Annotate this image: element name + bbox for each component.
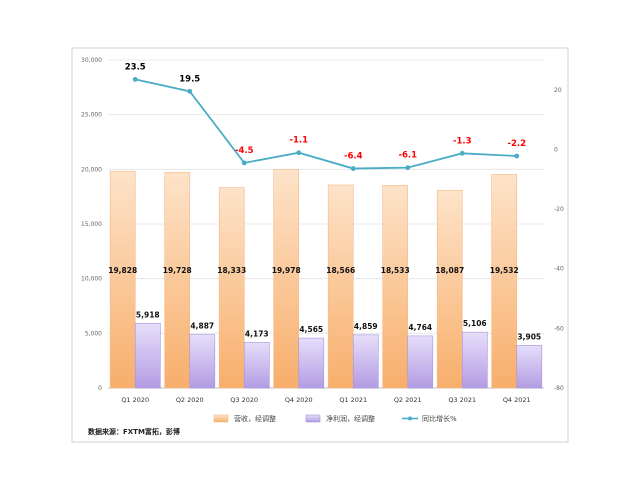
- revenue-bar: [109, 170, 136, 389]
- right-tick-label: -40: [554, 266, 564, 273]
- revenue-bar-label: 18,533: [381, 266, 410, 275]
- net-profit-bar: [352, 334, 379, 389]
- revenue-bar-label: 18,566: [326, 266, 355, 275]
- net-profit-bar: [407, 335, 434, 389]
- revenue-bar: [327, 184, 354, 389]
- legend-label: 同比增长%: [422, 414, 457, 423]
- left-tick-label: 30,000: [81, 57, 102, 64]
- revenue-bar-label: 19,532: [490, 266, 519, 275]
- revenue-bar: [164, 172, 191, 389]
- category-label: Q3 2020: [230, 396, 258, 404]
- growth-point: [405, 165, 411, 171]
- revenue-bar: [273, 169, 300, 389]
- revenue-bar-label: 18,333: [217, 266, 246, 275]
- legend-swatch: [213, 414, 229, 423]
- growth-point-label: -6.4: [344, 152, 363, 162]
- growth-point: [350, 166, 356, 171]
- net-profit-bar-label: 4,764: [408, 323, 432, 332]
- left-tick-label: 10,000: [81, 276, 102, 283]
- growth-point: [187, 88, 193, 94]
- x-axis: Q1 2020 Q2 2020 Q3 2020 Q4 2020 Q1 2021 Q2 20…: [121, 396, 530, 404]
- net-profit-bar-label: 4,173: [245, 329, 269, 338]
- growth-point-label: 19.5: [179, 74, 200, 84]
- category-label: Q1 2021: [339, 396, 367, 404]
- net-profit-bar: [461, 331, 488, 389]
- growth-point: [132, 76, 138, 82]
- left-tick-label: 15,000: [81, 221, 102, 228]
- growth-point-label: -1.3: [453, 136, 472, 146]
- right-axis: -80 -60 -40 -20 0 20: [554, 87, 564, 392]
- net-profit-bar-label: 5,106: [463, 319, 487, 328]
- revenue-bar: [491, 174, 518, 389]
- left-tick-label: 25,000: [81, 112, 102, 119]
- growth-point-label: -4.5: [235, 146, 254, 156]
- net-profit-bar: [134, 322, 161, 389]
- left-tick-label: 5,000: [85, 330, 102, 337]
- growth-point-label: -6.1: [398, 151, 417, 161]
- net-profit-bar-label: 4,859: [354, 322, 378, 331]
- right-tick-label: -60: [554, 325, 564, 332]
- net-profit-bar: [298, 337, 325, 389]
- growth-point-label: -1.1: [289, 136, 308, 146]
- right-tick-label: -80: [554, 385, 564, 392]
- growth-point: [241, 160, 247, 166]
- right-tick-label: 0: [554, 146, 558, 153]
- growth-line: 23.5 19.5 -4.5 -1.1 -6.4 -6.1 -1.3 -2.2: [125, 62, 526, 171]
- left-tick-label: 0: [98, 385, 102, 392]
- growth-point-label: 23.5: [125, 62, 146, 72]
- revenue-bar-label: 19,828: [108, 266, 137, 275]
- category-label: Q4 2020: [285, 396, 313, 404]
- legend: 营收，经调整 净利润，经调整 同比增长%: [213, 414, 457, 423]
- revenue-bar: [218, 187, 245, 389]
- legend-swatch: [305, 414, 321, 423]
- revenue-bar: [382, 185, 409, 389]
- revenue-bar-label: 18,087: [435, 266, 464, 275]
- revenue-bar-label: 19,978: [272, 266, 301, 275]
- net-profit-bar-label: 3,905: [517, 332, 541, 341]
- left-axis: 0 5,000 10,000 15,000 20,000 25,000 30,000: [81, 57, 102, 392]
- category-label: Q2 2020: [176, 396, 204, 404]
- category-label: Q4 2021: [503, 396, 531, 404]
- net-profit-bar: [516, 345, 543, 389]
- revenue-bar-label: 19,728: [163, 266, 192, 275]
- legend-marker: [408, 416, 412, 421]
- growth-point: [459, 150, 465, 156]
- category-label: Q1 2020: [121, 396, 149, 404]
- category-label: Q2 2021: [394, 396, 422, 404]
- growth-line-path: [135, 78, 517, 170]
- net-profit-bar-label: 4,887: [190, 322, 214, 331]
- net-profit-bar-label: 5,918: [136, 310, 160, 319]
- legend-label: 营收，经调整: [234, 414, 276, 423]
- net-profit-bar: [243, 342, 270, 389]
- bars: 19,828 5,918 19,728 4,887 18,333 4,173 19,978 4…: [108, 169, 543, 389]
- growth-point-label: -2.2: [507, 139, 526, 149]
- category-label: Q3 2021: [448, 396, 476, 404]
- source-note: 数据来源：FXTM富拓，彭博: [88, 427, 180, 436]
- net-profit-bar: [189, 334, 216, 389]
- growth-point: [514, 153, 520, 159]
- legend-label: 净利润，经调整: [326, 414, 375, 423]
- net-profit-bar-label: 4,565: [299, 325, 323, 334]
- left-tick-label: 20,000: [81, 166, 102, 173]
- revenue-bar: [436, 189, 463, 389]
- right-tick-label: -20: [554, 206, 564, 213]
- right-tick-label: 20: [554, 87, 562, 94]
- growth-point: [296, 150, 302, 156]
